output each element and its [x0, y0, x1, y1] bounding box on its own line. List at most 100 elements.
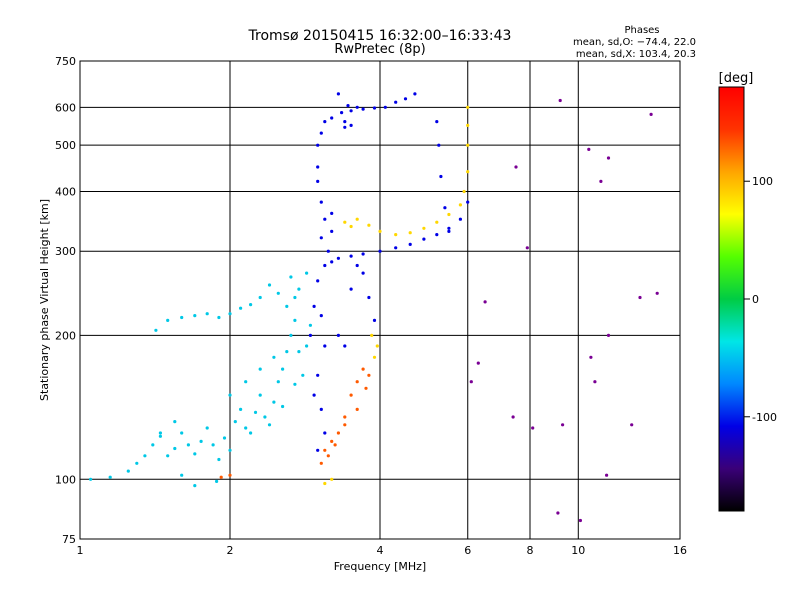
- data-point: [316, 279, 320, 283]
- data-point: [394, 100, 398, 104]
- data-point: [180, 315, 184, 320]
- data-point: [289, 275, 293, 279]
- data-point: [301, 373, 305, 377]
- data-point: [361, 271, 365, 275]
- data-point: [199, 439, 203, 443]
- x-tick-label: 1: [77, 544, 84, 557]
- data-point: [346, 104, 350, 108]
- data-point: [166, 318, 170, 322]
- data-point: [336, 256, 340, 260]
- stats-title: Phases: [624, 25, 659, 36]
- data-point: [228, 473, 232, 477]
- data-point: [355, 217, 359, 221]
- data-point: [330, 116, 334, 120]
- data-point: [158, 431, 162, 435]
- data-point: [193, 314, 197, 318]
- data-point: [239, 306, 243, 310]
- data-point: [394, 233, 398, 237]
- data-point: [336, 333, 340, 337]
- data-point: [630, 423, 634, 427]
- data-point: [413, 92, 417, 96]
- data-point: [108, 475, 112, 479]
- y-axis-label: Stationary phase Virtual Height [km]: [38, 199, 51, 401]
- data-point: [355, 380, 359, 384]
- data-point: [249, 431, 253, 435]
- data-point: [372, 106, 377, 110]
- data-point: [462, 189, 466, 194]
- data-point: [316, 179, 320, 183]
- data-point: [253, 410, 258, 414]
- data-point: [319, 200, 323, 204]
- chart-subtitle: RwPretec (8p): [334, 42, 425, 57]
- data-point: [447, 212, 451, 217]
- data-point: [443, 206, 447, 210]
- data-point: [408, 231, 412, 235]
- data-point: [343, 125, 347, 129]
- data-point: [606, 333, 611, 337]
- data-point: [330, 260, 334, 264]
- colorbar-tick-label: 100: [752, 175, 773, 188]
- data-point: [272, 400, 276, 404]
- y-tick-label: 75: [62, 533, 76, 546]
- x-tick-labels: 1 2 4 6 8 10 16: [77, 544, 688, 557]
- data-point: [655, 291, 659, 295]
- data-point: [281, 367, 285, 371]
- data-point: [330, 439, 334, 443]
- data-point: [466, 143, 470, 147]
- data-point: [180, 473, 184, 477]
- data-point: [319, 314, 323, 318]
- data-point: [589, 355, 593, 359]
- data-point: [367, 223, 371, 227]
- data-point: [258, 295, 262, 300]
- y-tick-label: 200: [55, 329, 76, 342]
- data-point: [316, 143, 320, 147]
- data-point: [435, 233, 439, 237]
- data-point: [330, 229, 334, 233]
- data-point: [173, 420, 177, 424]
- colorbar-label: [deg]: [719, 71, 754, 86]
- data-point: [297, 350, 301, 354]
- chart-title: Tromsø 20150415 16:32:00–16:33:43: [248, 28, 512, 44]
- data-point: [649, 112, 653, 116]
- data-point: [316, 448, 320, 452]
- data-point: [330, 477, 334, 481]
- data-point: [439, 174, 443, 179]
- data-point: [323, 217, 327, 221]
- data-point: [293, 318, 297, 322]
- data-point: [343, 344, 347, 348]
- y-tick-label: 300: [55, 245, 76, 258]
- data-point: [378, 249, 382, 253]
- data-point: [361, 367, 365, 371]
- data-point: [205, 312, 209, 316]
- data-point: [305, 344, 309, 348]
- data-point: [312, 393, 316, 397]
- data-point: [514, 165, 518, 169]
- data-point: [605, 473, 609, 477]
- data-point: [222, 436, 227, 440]
- data-point: [285, 304, 289, 308]
- x-tick-label: 10: [571, 544, 585, 557]
- data-point: [458, 217, 462, 221]
- x-tick-label: 2: [227, 544, 234, 557]
- data-point: [349, 287, 353, 291]
- data-point: [205, 426, 209, 430]
- data-point: [272, 355, 276, 359]
- data-point: [330, 211, 334, 215]
- colorbar-tick-label: 0: [752, 293, 759, 306]
- data-point: [193, 484, 197, 488]
- x-tick-label: 16: [673, 544, 687, 557]
- data-point: [267, 283, 272, 287]
- data-point: [447, 229, 451, 233]
- data-point: [293, 295, 297, 300]
- data-point: [355, 105, 359, 109]
- y-tick-label: 100: [55, 473, 76, 486]
- data-point: [319, 236, 323, 240]
- data-point: [154, 328, 158, 332]
- data-point: [319, 407, 323, 411]
- data-point: [343, 120, 347, 124]
- data-point: [599, 179, 603, 183]
- data-point: [593, 380, 597, 384]
- data-point: [435, 220, 439, 224]
- data-points: [89, 92, 659, 523]
- plot-frame: [79, 60, 681, 540]
